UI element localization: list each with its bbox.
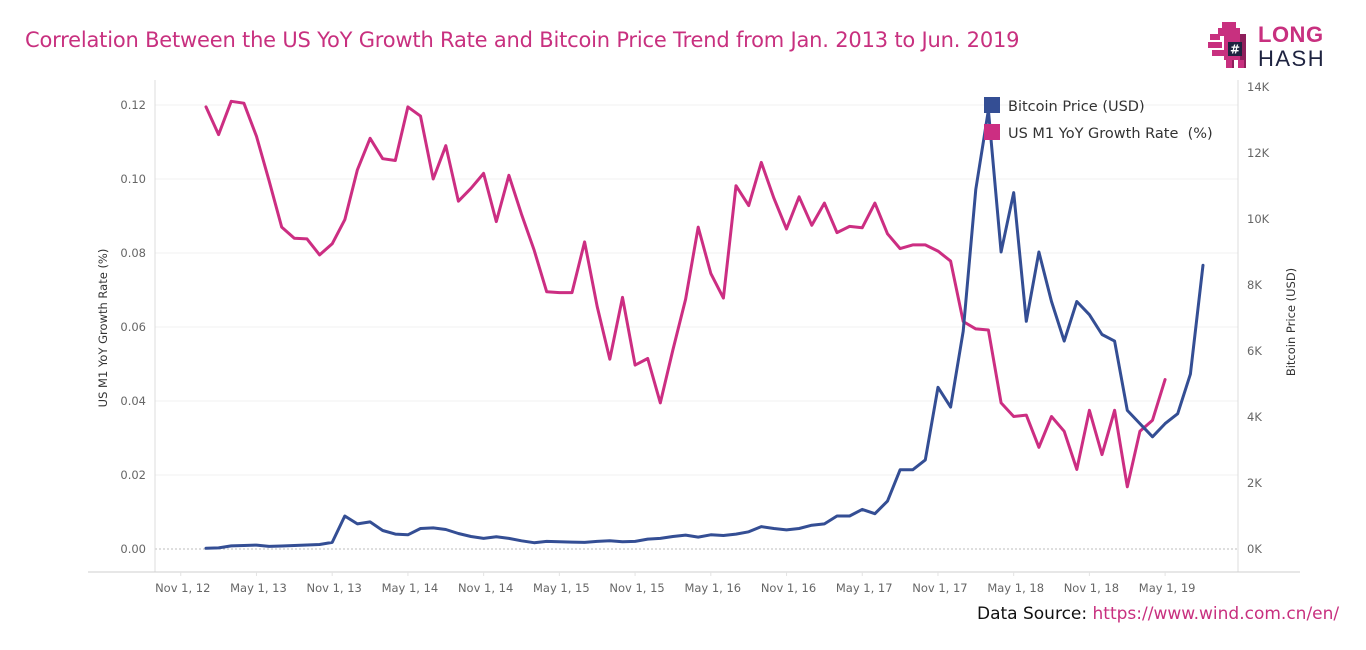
x-tick-label: May 1, 17 (836, 581, 893, 595)
logo-text-hash: HASH (1258, 46, 1326, 71)
right-axis-ticks: 0K 2K 4K 6K 8K 10K 12K 14K (1247, 80, 1270, 556)
legend-label-bitcoin: Bitcoin Price (USD) (1008, 99, 1145, 115)
x-tick-label: May 1, 14 (382, 581, 439, 595)
legend: Bitcoin Price (USD) US M1 YoY Growth Rat… (984, 97, 1213, 142)
svg-text:#: # (1230, 43, 1240, 57)
logo-text-long: LONG (1258, 22, 1324, 47)
left-tick-label: 0.04 (120, 394, 146, 408)
x-axis-ticks: Nov 1, 12 May 1, 13 Nov 1, 13 May 1, 14 Nov … (155, 572, 1195, 595)
right-axis-title: Bitcoin Price (USD) (1284, 268, 1298, 376)
left-tick-label: 0.00 (120, 542, 146, 556)
longhash-logo: # LONG HASH (1206, 20, 1366, 72)
series-lines (204, 99, 1205, 550)
x-tick-label: May 1, 19 (1139, 581, 1196, 595)
bitcoin-price-line (204, 108, 1205, 550)
plot-frame (88, 80, 1300, 573)
right-tick-label: 2K (1247, 476, 1262, 490)
right-tick-label: 14K (1247, 80, 1270, 94)
right-tick-label: 12K (1247, 146, 1270, 160)
left-axis-ticks: 0.00 0.02 0.04 0.06 0.08 0.10 0.12 (120, 98, 146, 556)
left-tick-label: 0.02 (120, 468, 146, 482)
left-tick-label: 0.12 (120, 98, 146, 112)
x-tick-label: Nov 1, 14 (458, 581, 513, 595)
legend-swatch-m1 (984, 124, 1000, 140)
legend-label-m1: US M1 YoY Growth Rate (%) (1008, 126, 1213, 142)
right-tick-label: 6K (1247, 344, 1262, 358)
dinosaur-logo-icon: # (1208, 22, 1246, 68)
x-tick-label: May 1, 16 (684, 581, 741, 595)
right-tick-label: 8K (1247, 278, 1262, 292)
right-tick-label: 4K (1247, 410, 1262, 424)
legend-swatch-bitcoin (984, 97, 1000, 113)
x-tick-label: May 1, 18 (987, 581, 1044, 595)
m1-growth-line (204, 99, 1167, 489)
right-tick-label: 0K (1247, 542, 1262, 556)
left-tick-label: 0.08 (120, 246, 146, 260)
left-tick-label: 0.06 (120, 320, 146, 334)
x-tick-label: Nov 1, 12 (155, 581, 210, 595)
x-tick-label: Nov 1, 13 (307, 581, 362, 595)
x-tick-label: May 1, 15 (533, 581, 590, 595)
right-tick-label: 10K (1247, 212, 1270, 226)
left-axis-title: US M1 YoY Growth Rate (%) (96, 249, 110, 408)
data-source-label: Data Source: (977, 604, 1088, 624)
chart-title: Correlation Between the US YoY Growth Ra… (25, 28, 1020, 52)
left-tick-label: 0.10 (120, 172, 146, 186)
x-tick-label: Nov 1, 17 (912, 581, 967, 595)
data-source-link[interactable]: https://www.wind.com.cn/en/ (1092, 604, 1340, 624)
data-source: Data Source: https://www.wind.com.cn/en/ (977, 604, 1339, 624)
gridlines (155, 104, 1238, 550)
x-tick-label: Nov 1, 16 (761, 581, 816, 595)
x-tick-label: Nov 1, 15 (609, 581, 664, 595)
x-tick-label: Nov 1, 18 (1064, 581, 1119, 595)
x-tick-label: May 1, 13 (230, 581, 287, 595)
